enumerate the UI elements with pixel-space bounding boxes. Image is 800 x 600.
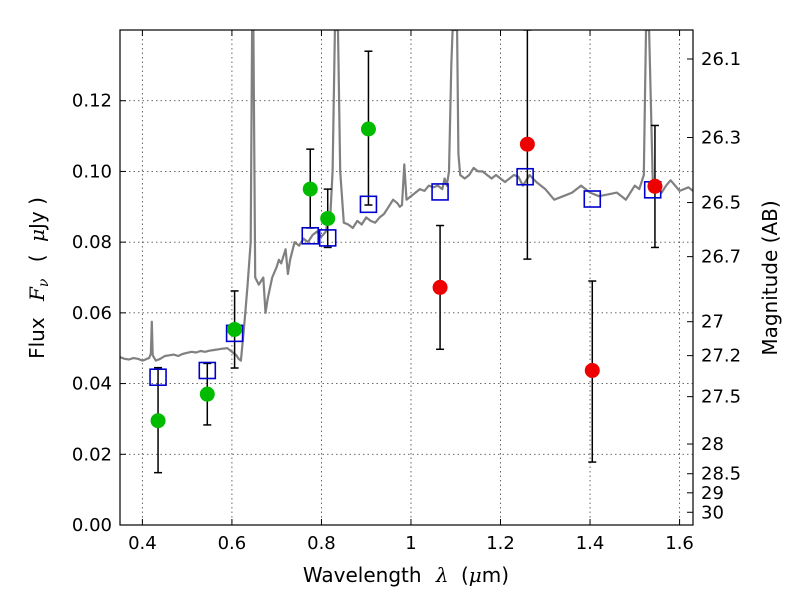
y-tick-label: 0.00 <box>72 515 112 536</box>
y2-tick-label: 26.1 <box>701 49 741 70</box>
observed-optical-point <box>320 210 336 226</box>
y2-tick-label: 29 <box>701 483 724 504</box>
y2-tick-label: 26.7 <box>701 247 741 268</box>
y-tick-label: 0.04 <box>72 374 112 395</box>
y-tick-label: 0.12 <box>72 91 112 112</box>
x-tick-label: 1.6 <box>665 533 694 554</box>
model-photometry-square <box>431 183 449 201</box>
y-axis-label-open: ( <box>25 254 49 262</box>
x-axis-label-open: ( <box>461 563 469 587</box>
y-axis-label-prefix: Flux <box>25 317 49 359</box>
plot-frame <box>119 29 694 526</box>
y2-tick-label: 26.5 <box>701 193 741 214</box>
model-photometry-square <box>149 368 167 387</box>
model-photometry-square <box>583 190 602 208</box>
plot-background <box>120 30 693 525</box>
x-axis-label-unit: m) <box>482 563 509 587</box>
marker-layer <box>149 121 663 429</box>
y2-tick-label: 28.5 <box>701 464 741 485</box>
y2-tick-label: 27.5 <box>701 387 741 408</box>
y2-axis-label: Magnitude (AB) <box>758 200 782 355</box>
y-axis-label-unit: Jy ) <box>25 197 49 231</box>
observed-infrared-point <box>432 279 448 295</box>
x-axis-label-mu: μ <box>469 563 482 587</box>
y-axis-label-sub: ν <box>36 278 52 287</box>
model-spectrum-line <box>120 30 693 362</box>
model-photometry-square <box>318 229 337 247</box>
y-tick-label: 0.08 <box>72 232 112 253</box>
x-tick-label: 1.2 <box>486 533 515 554</box>
y2-tick-label: 27 <box>701 312 724 333</box>
x-tick-label: 0.4 <box>128 533 157 554</box>
y-axis-label-mu: μ <box>25 229 49 242</box>
x-axis-label-prefix: Wavelength <box>303 563 422 587</box>
y-tick-label: 0.06 <box>72 303 112 324</box>
y2-tick-label: 26.3 <box>701 127 741 148</box>
observed-infrared-point <box>647 178 663 194</box>
observed-optical-point <box>360 121 376 137</box>
observed-optical-point <box>227 321 243 337</box>
x-axis-ticks: 0.4 0.6 0.8 1 1.2 1.4 1.6 <box>128 30 694 554</box>
observed-infrared-point <box>519 136 535 152</box>
y2-tick-label: 27.2 <box>701 346 741 367</box>
y-tick-label: 0.10 <box>72 161 112 182</box>
x-tick-label: 0.8 <box>307 533 336 554</box>
x-tick-label: 0.6 <box>218 533 247 554</box>
y-axis-label-symbol: F <box>25 286 49 302</box>
y-axis-label: Flux Fν ( μJy ) <box>25 197 53 359</box>
model-photometry-square <box>359 195 378 214</box>
observed-optical-point <box>150 413 166 429</box>
x-tick-label: 1.4 <box>576 533 605 554</box>
y-tick-label: 0.02 <box>72 444 112 465</box>
model-photometry-square <box>301 226 320 245</box>
y-axis-ticks: 0.00 0.02 0.04 0.06 0.08 0.10 0.12 <box>72 91 126 536</box>
x-axis-label-symbol: λ <box>435 563 449 587</box>
x-tick-label: 1 <box>405 533 416 554</box>
model-photometry-square <box>516 167 534 186</box>
observed-optical-point <box>199 386 215 402</box>
y2-tick-label: 28 <box>701 434 724 455</box>
x-axis-label: Wavelength λ (μm) <box>303 563 509 587</box>
observed-infrared-point <box>584 362 600 378</box>
y2-tick-label: 30 <box>701 502 724 523</box>
observed-optical-point <box>302 181 318 197</box>
model-photometry-square <box>198 361 217 380</box>
model-spectrum-layer <box>120 30 693 362</box>
